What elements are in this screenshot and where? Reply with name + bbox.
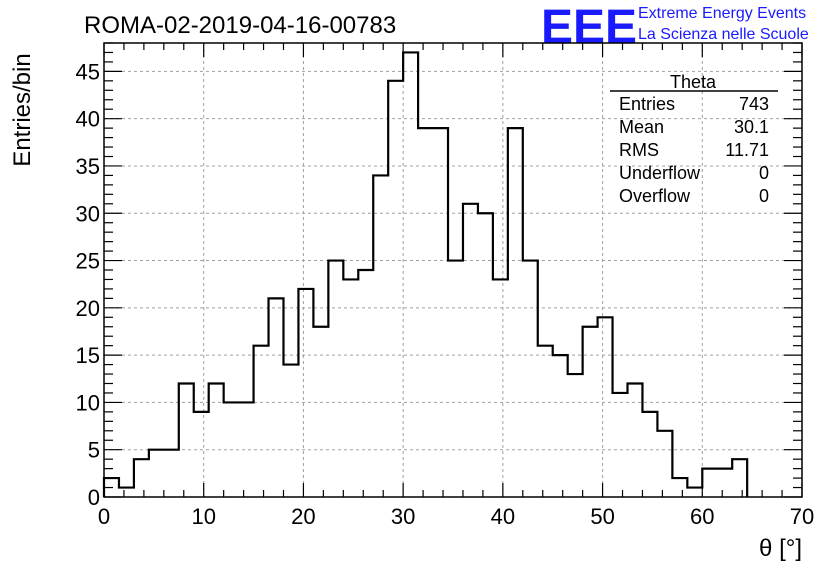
- tick-labels: 0 10 20 30 40 50 60 70 0 5 10 15 20 25 30 35 40 45: [76, 59, 815, 529]
- chart-title: ROMA-02-2019-04-16-00783: [84, 12, 396, 39]
- x-tick-label: 40: [491, 504, 515, 529]
- histogram-series: [102, 51, 749, 497]
- logo-line-2: La Scienza nelle Scuole: [638, 26, 809, 43]
- x-tick-label: 70: [790, 504, 814, 529]
- y-tick-label: 40: [76, 107, 100, 132]
- y-tick-label: 10: [76, 390, 100, 415]
- x-tick-label: 50: [590, 504, 614, 529]
- stats-row-label: Underflow: [619, 163, 701, 183]
- x-tick-label: 10: [191, 504, 215, 529]
- eee-logo: EEE: [541, 1, 637, 54]
- x-tick-label: 30: [391, 504, 415, 529]
- plot-frame: [103, 42, 803, 498]
- stats-row-value: 0: [759, 163, 769, 183]
- stats-row-label: Mean: [619, 117, 664, 137]
- x-axis-label: θ [°]: [759, 535, 802, 562]
- y-tick-label: 5: [88, 438, 100, 463]
- y-tick-label: 0: [88, 485, 100, 510]
- y-tick-label: 45: [76, 59, 100, 84]
- x-tick-label: 20: [291, 504, 315, 529]
- stats-row-value: 0: [759, 186, 769, 206]
- stats-row-label: RMS: [619, 140, 659, 160]
- x-tick-label: 60: [690, 504, 714, 529]
- y-tick-label: 35: [76, 154, 100, 179]
- x-tick-label: 0: [98, 504, 110, 529]
- histogram-line: [102, 51, 749, 497]
- y-tick-label: 25: [76, 249, 100, 274]
- stats-row-value: 30.1: [734, 117, 769, 137]
- stats-row-label: Overflow: [619, 186, 691, 206]
- stats-title: Theta: [670, 72, 717, 92]
- y-tick-label: 15: [76, 343, 100, 368]
- stats-row-value: 743: [739, 94, 769, 114]
- axes: [103, 42, 803, 498]
- grid-lines: [104, 43, 802, 497]
- stats-box: Theta Entries 743 Mean 30.1 RMS 11.71 Underflo…: [610, 72, 778, 206]
- stats-row-value: 11.71: [725, 140, 769, 160]
- y-axis-label: Entries/bin: [9, 53, 36, 166]
- logo-line-1: Extreme Energy Events: [638, 5, 806, 22]
- y-tick-label: 20: [76, 296, 100, 321]
- y-tick-label: 30: [76, 201, 100, 226]
- stats-row-label: Entries: [619, 94, 675, 114]
